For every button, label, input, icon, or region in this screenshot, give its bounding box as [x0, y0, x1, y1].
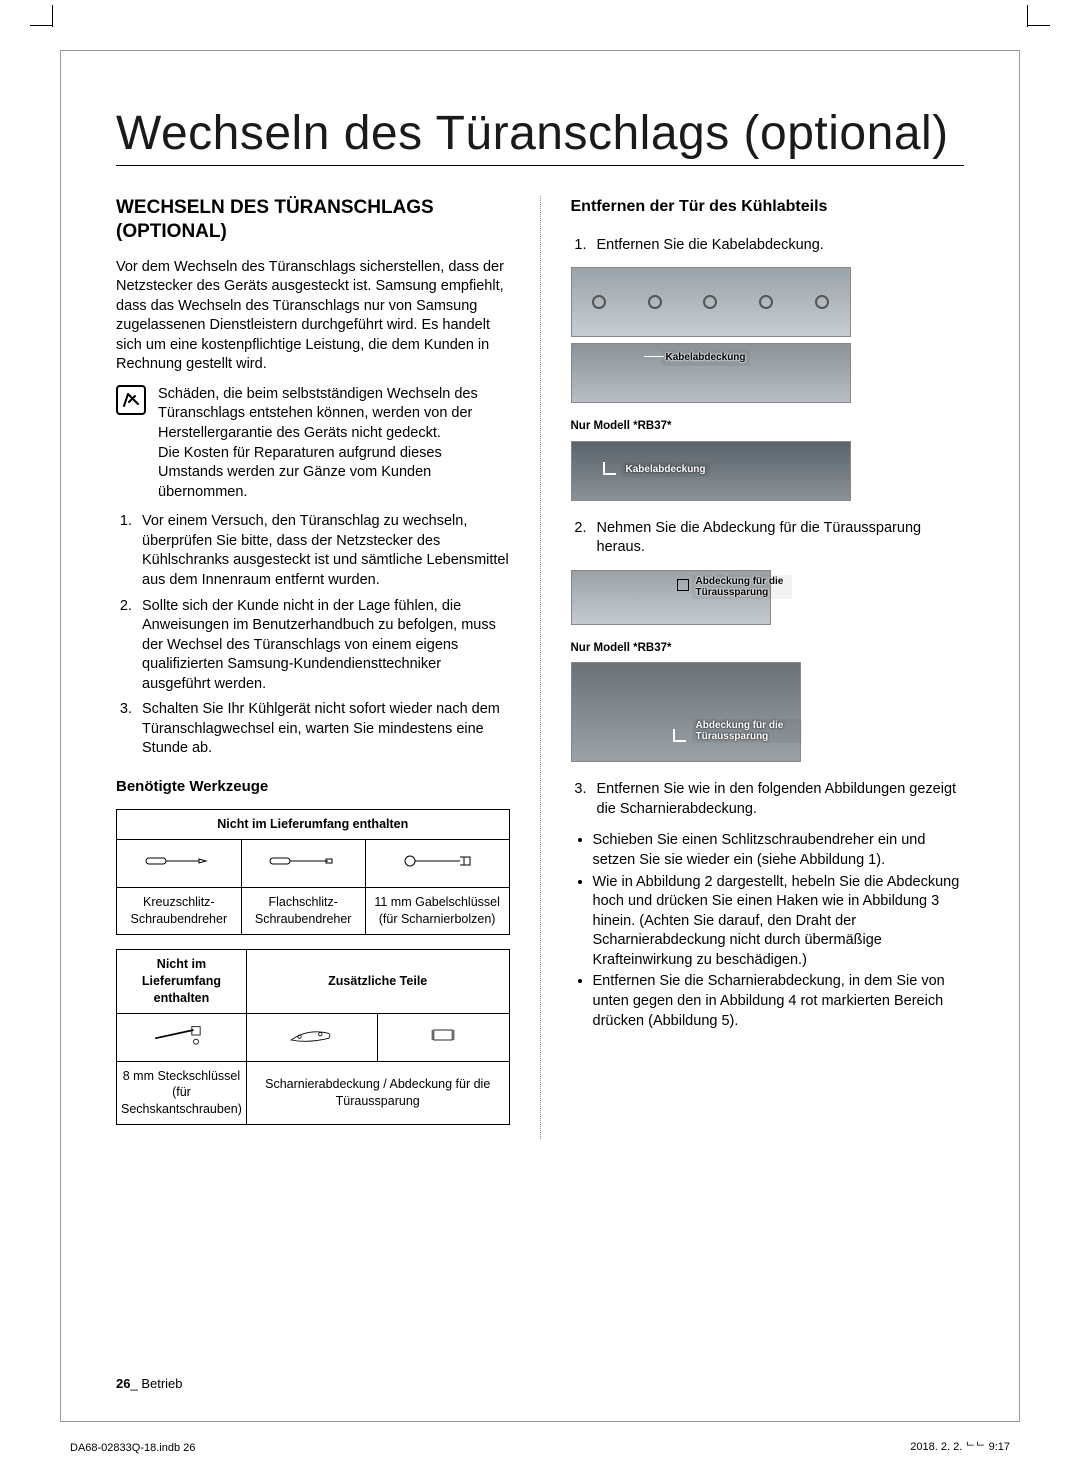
main-title: Wechseln des Türanschlags (optional): [116, 106, 964, 166]
print-timestamp: 2018. 2. 2. ᄂᄂ 9:17: [910, 1438, 1010, 1454]
step-item: Nehmen Sie die Abdeckung für die Türauss…: [591, 519, 965, 558]
note-text: Schäden, die beim selbstständigen Wechse…: [158, 385, 510, 502]
tool-image: [117, 1013, 247, 1061]
page-content: Wechseln des Türanschlags (optional) WEC…: [60, 50, 1020, 1422]
bullet-item: Schieben Sie einen Schlitzschraubendrehe…: [593, 831, 965, 870]
tool-image: [117, 840, 242, 888]
section-title: WECHSELN DES TÜRANSCHLAGS (OPTIONAL): [116, 196, 510, 244]
step-item: Vor einem Versuch, den Türanschlag zu we…: [136, 512, 510, 590]
right-steps-2: Nehmen Sie die Abdeckung für die Türauss…: [571, 519, 965, 558]
warranty-note: Schäden, die beim selbstständigen Wechse…: [116, 385, 510, 502]
figure-door-cover: Abdeckung für die Türaussparung: [571, 570, 771, 625]
page-number: 26: [116, 1376, 130, 1391]
precaution-list: Vor einem Versuch, den Türanschlag zu we…: [116, 512, 510, 759]
bullet-item: Entfernen Sie die Scharnierabdeckung, in…: [593, 972, 965, 1031]
tool-label: Scharnierabdeckung / Abdeckung für die T…: [246, 1061, 509, 1125]
table-header: Zusätzliche Teile: [246, 949, 509, 1013]
tool-image: [241, 840, 365, 888]
tools-table-1: Nicht im Lieferumfang enthalten Kreuzsch…: [116, 809, 510, 935]
table-header: Nicht im Lieferumfang enthalten: [117, 949, 247, 1013]
right-steps-3: Entfernen Sie wie in den folgenden Abbil…: [571, 780, 965, 819]
intro-para: Vor dem Wechseln des Türanschlags sicher…: [116, 258, 510, 375]
figure-rb37-cable: Kabelabdeckung: [571, 441, 851, 501]
tool-label: 8 mm Steckschlüssel (für Sechskantschrau…: [117, 1061, 247, 1125]
note-text-2: Die Kosten für Reparaturen aufgrund dies…: [158, 445, 442, 500]
sub-title: Entfernen der Tür des Kühlabteils: [571, 196, 965, 218]
figure-label: Abdeckung für die Türaussparung: [692, 575, 792, 599]
note-icon: [116, 385, 146, 415]
figure-label: Abdeckung für die Türaussparung: [692, 719, 802, 743]
page-footer: 26_ Betrieb: [116, 1376, 183, 1391]
figure-cable-cover-hand: Kabelabdeckung: [571, 343, 851, 403]
tool-label: Kreuzschlitz-Schraubendreher: [117, 888, 242, 935]
step-item: Entfernen Sie die Kabelabdeckung.: [591, 236, 965, 256]
figure-rb37-door-cover: Abdeckung für die Türaussparung: [571, 662, 801, 762]
tool-image: [365, 840, 509, 888]
figure-label: Kabelabdeckung: [622, 462, 710, 478]
right-steps-1: Entfernen Sie die Kabelabdeckung.: [571, 236, 965, 256]
tool-image: [378, 1013, 509, 1061]
model-note: Nur Modell *RB37*: [571, 641, 965, 657]
note-text-1: Schäden, die beim selbstständigen Wechse…: [158, 386, 478, 441]
tool-label: Flachschlitz-Schraubendreher: [241, 888, 365, 935]
step-item: Entfernen Sie wie in den folgenden Abbil…: [591, 780, 965, 819]
figure-cable-cover-top: [571, 267, 851, 337]
right-column: Entfernen der Tür des Kühlabteils Entfer…: [571, 196, 965, 1139]
column-divider: [540, 196, 541, 1139]
step-item: Sollte sich der Kunde nicht in der Lage …: [136, 597, 510, 695]
left-column: WECHSELN DES TÜRANSCHLAGS (OPTIONAL) Vor…: [116, 196, 510, 1139]
model-note: Nur Modell *RB37*: [571, 419, 965, 435]
bullet-item: Wie in Abbildung 2 dargestellt, hebeln S…: [593, 873, 965, 971]
print-filename: DA68-02833Q-18.indb 26: [70, 1442, 195, 1454]
figure-label: Kabelabdeckung: [662, 350, 750, 366]
table-header: Nicht im Lieferumfang enthalten: [117, 810, 510, 840]
tool-image: [246, 1013, 377, 1061]
tools-table-2: Nicht im Lieferumfang enthalten Zusätzli…: [116, 949, 510, 1125]
tool-label: 11 mm Gabelschlüssel (für Scharnierbolze…: [365, 888, 509, 935]
footer-section: Betrieb: [141, 1376, 182, 1391]
tools-heading: Benötigte Werkzeuge: [116, 777, 510, 797]
bullet-list: Schieben Sie einen Schlitzschraubendrehe…: [571, 831, 965, 1031]
columns: WECHSELN DES TÜRANSCHLAGS (OPTIONAL) Vor…: [116, 196, 964, 1139]
step-item: Schalten Sie Ihr Kühlgerät nicht sofort …: [136, 700, 510, 759]
